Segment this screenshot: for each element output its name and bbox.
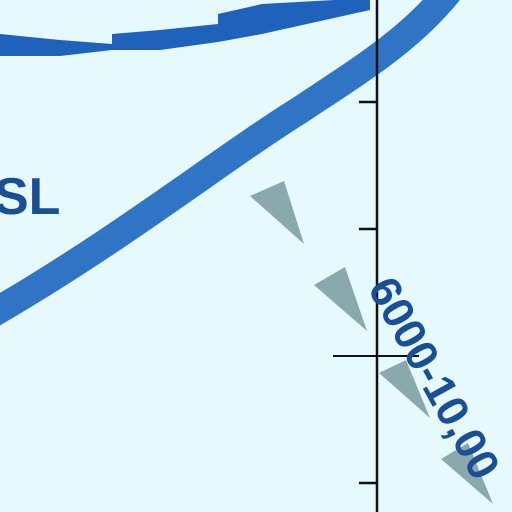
partial-label-left: SL — [0, 168, 60, 226]
